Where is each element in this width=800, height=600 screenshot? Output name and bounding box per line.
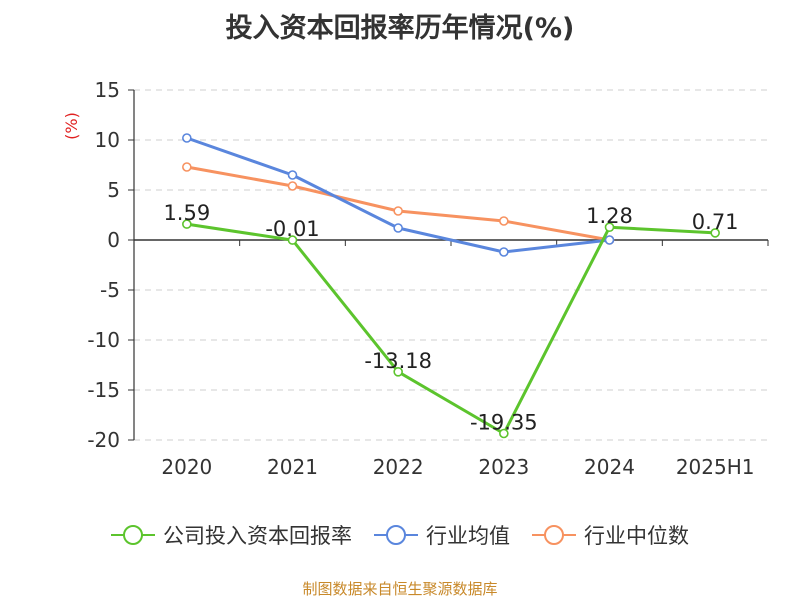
legend-item[interactable]: 公司投入资本回报率 — [111, 520, 352, 550]
y-tick-label: 5 — [107, 178, 120, 202]
data-point — [287, 235, 298, 245]
x-tick-label: 2021 — [267, 455, 318, 479]
series-line — [186, 222, 716, 435]
data-point — [287, 181, 298, 191]
legend-item[interactable]: 行业均值 — [374, 520, 510, 550]
data-point — [182, 219, 192, 229]
x-tick-label: 2020 — [161, 455, 212, 479]
data-label: -13.18 — [364, 349, 432, 373]
data-label: 1.59 — [163, 201, 210, 225]
x-tick-label: 2025H1 — [676, 455, 755, 479]
x-tick-label: 2022 — [373, 455, 424, 479]
data-point — [710, 228, 720, 238]
grid-lines — [134, 89, 768, 441]
legend-swatch — [532, 525, 576, 545]
series-lines — [182, 133, 720, 439]
x-tick-label: 2023 — [478, 455, 529, 479]
data-label: -19.35 — [470, 411, 538, 435]
y-tick-label: -5 — [100, 278, 120, 302]
y-tick-label: -15 — [87, 378, 120, 402]
legend-item[interactable]: 行业中位数 — [532, 520, 689, 550]
data-point — [499, 247, 509, 257]
y-tick-label: 0 — [107, 228, 120, 252]
data-point — [499, 428, 509, 439]
data-point — [393, 366, 403, 377]
legend-label: 行业中位数 — [584, 524, 689, 548]
legend-swatch-marker — [386, 525, 406, 545]
chart-title: 投入资本回报率历年情况(%) — [225, 13, 575, 44]
y-tick-label: -20 — [87, 428, 120, 452]
source-note: 制图数据来自恒生聚源数据库 — [302, 580, 498, 598]
data-label: -0.01 — [265, 217, 319, 241]
legend-label: 行业均值 — [426, 524, 510, 548]
data-point — [182, 162, 192, 172]
data-label: 1.28 — [586, 204, 633, 228]
y-tick-label: 15 — [95, 78, 120, 102]
y-tick-label: 10 — [95, 128, 120, 152]
data-labels: 1.59 -0.01 -13.18 -19.35 1.28 0.71 — [163, 201, 738, 434]
data-point — [499, 216, 509, 226]
legend-swatch-marker — [123, 525, 143, 545]
y-axis-label: (%) — [62, 112, 81, 140]
data-point — [182, 133, 192, 143]
data-point — [393, 223, 403, 233]
x-tick-label: 2024 — [584, 455, 635, 479]
data-point — [604, 235, 615, 245]
data-point — [287, 170, 298, 180]
y-tick-label: -10 — [87, 328, 120, 352]
legend-swatch — [374, 525, 418, 545]
legend-swatch — [111, 525, 155, 545]
legend-swatch-marker — [544, 525, 564, 545]
legend-label: 公司投入资本回报率 — [163, 524, 352, 548]
legend: 公司投入资本回报率 行业均值 行业中位数 — [0, 520, 800, 550]
data-label: 0.71 — [692, 210, 739, 234]
data-point — [393, 206, 403, 216]
data-point — [604, 222, 615, 232]
axes: 15 10 5 0 -5 -10 -15 -20 (%) 2020 2021 2022 2023 2024… — [62, 78, 769, 479]
